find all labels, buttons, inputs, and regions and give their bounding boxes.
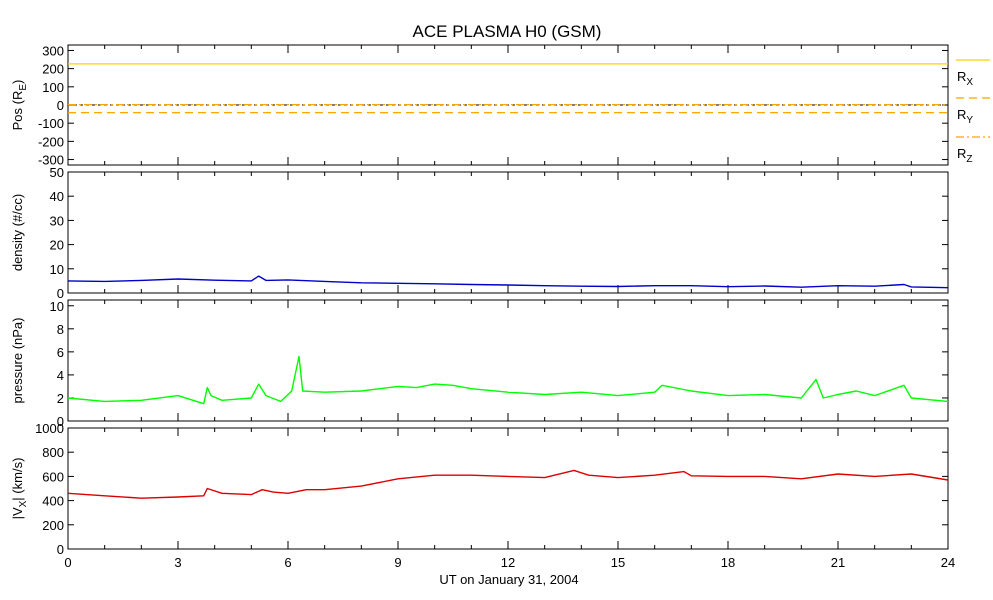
y-axis-title-main: density (#/cc) — [10, 194, 25, 271]
legend-label-main: R — [957, 107, 966, 122]
y-tick-label: 4 — [57, 368, 64, 383]
series-line-1-0 — [67, 275, 949, 289]
y-tick-label: 1000 — [35, 421, 64, 436]
series-line-2-0 — [67, 355, 949, 405]
y-tick-label: 600 — [42, 469, 64, 484]
y-axis-title-main: pressure (nPa) — [10, 318, 25, 404]
y-tick-label: 10 — [50, 299, 64, 314]
y-tick-label: 6 — [57, 345, 64, 360]
legend-label-sub: Y — [966, 115, 973, 126]
x-tick-label: 12 — [501, 555, 515, 570]
y-axis-title: pressure (nPa) — [10, 318, 25, 404]
x-tick-label: 6 — [284, 555, 291, 570]
legend-label-main: R — [957, 146, 966, 161]
legend-label-main: R — [957, 69, 966, 84]
y-axis-title-tail: ) — [10, 80, 25, 84]
panel-2: 10 8 6 4 2 0 pressure (nPa) — [10, 299, 949, 429]
x-tick-label: 15 — [611, 555, 625, 570]
y-tick-label: 0 — [57, 98, 64, 113]
y-axis-title-sub: E — [18, 84, 29, 91]
x-axis: 0 3 6 9 12 15 18 21 24 — [64, 555, 955, 570]
x-tick-label: 3 — [174, 555, 181, 570]
y-tick-label: 0 — [57, 286, 64, 301]
x-tick-label: 18 — [721, 555, 735, 570]
y-tick-label: 0 — [57, 542, 64, 557]
y-tick-label: -100 — [38, 116, 64, 131]
y-tick-label: 2 — [57, 391, 64, 406]
legend-label-2: RZ — [957, 146, 973, 165]
legend-label-sub: Z — [966, 154, 972, 165]
y-tick-label: 30 — [50, 213, 64, 228]
y-axis-title: |VX| (km/s) — [10, 458, 29, 520]
y-tick-label: 10 — [50, 262, 64, 277]
series-line-3-0 — [67, 469, 949, 499]
panel-0: 300 200 100 0 -100 -200 -300 Pos (RE) — [10, 43, 949, 168]
y-axis-title: Pos (RE) — [10, 80, 29, 131]
x-tick-label: 21 — [831, 555, 845, 570]
legend-label-1: RY — [957, 107, 973, 126]
y-tick-label: 800 — [42, 445, 64, 460]
y-tick-label: 200 — [42, 62, 64, 77]
y-axis-title-sub: X — [18, 500, 29, 507]
y-tick-label: 40 — [50, 189, 64, 204]
panel-3: 1000 800 600 400 200 0 |VX| (km/s) — [10, 421, 949, 557]
y-axis-title: density (#/cc) — [10, 194, 25, 271]
panel-frame — [67, 427, 949, 550]
y-axis-title-tail: | (km/s) — [10, 458, 25, 501]
y-axis-title-main: Pos (R — [10, 91, 25, 131]
x-tick-label: 24 — [941, 555, 955, 570]
x-axis-title: UT on January 31, 2004 — [439, 572, 578, 587]
y-axis-title-main: |V — [10, 507, 25, 519]
y-tick-label: -300 — [38, 153, 64, 168]
x-tick-label: 0 — [64, 555, 71, 570]
y-tick-label: 300 — [42, 43, 64, 58]
chart-title: ACE PLASMA H0 (GSM) — [413, 22, 602, 41]
y-tick-label: 8 — [57, 322, 64, 337]
y-tick-label: 400 — [42, 494, 64, 509]
panel-1: 50 40 30 20 10 0 density (#/cc) — [10, 165, 949, 301]
panel-frame — [67, 171, 949, 294]
y-tick-label: 20 — [50, 238, 64, 253]
y-tick-label: 50 — [50, 165, 64, 180]
y-tick-label: 200 — [42, 518, 64, 533]
y-tick-label: 100 — [42, 80, 64, 95]
x-tick-label: 9 — [394, 555, 401, 570]
legend-label-0: RX — [957, 69, 973, 88]
y-tick-label: -200 — [38, 134, 64, 149]
y-tick-label: 0 — [57, 414, 64, 429]
legend-label-sub: X — [966, 77, 973, 88]
